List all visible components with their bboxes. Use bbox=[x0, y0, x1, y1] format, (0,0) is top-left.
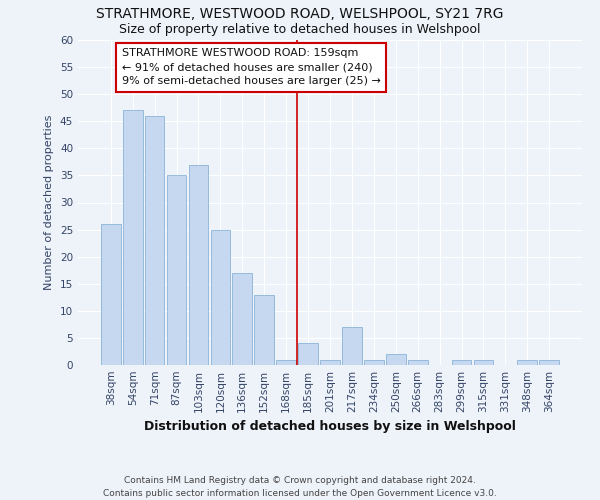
Bar bbox=[123, 110, 143, 365]
Text: Size of property relative to detached houses in Welshpool: Size of property relative to detached ho… bbox=[119, 22, 481, 36]
Bar bbox=[254, 294, 274, 365]
Bar bbox=[167, 176, 187, 365]
Bar bbox=[342, 327, 362, 365]
Bar bbox=[298, 344, 318, 365]
Bar bbox=[232, 273, 252, 365]
Bar bbox=[539, 360, 559, 365]
Text: STRATHMORE, WESTWOOD ROAD, WELSHPOOL, SY21 7RG: STRATHMORE, WESTWOOD ROAD, WELSHPOOL, SY… bbox=[96, 8, 504, 22]
Bar bbox=[276, 360, 296, 365]
Bar bbox=[211, 230, 230, 365]
Bar bbox=[408, 360, 428, 365]
Bar bbox=[320, 360, 340, 365]
Bar bbox=[101, 224, 121, 365]
Text: STRATHMORE WESTWOOD ROAD: 159sqm
← 91% of detached houses are smaller (240)
9% o: STRATHMORE WESTWOOD ROAD: 159sqm ← 91% o… bbox=[122, 48, 380, 86]
X-axis label: Distribution of detached houses by size in Welshpool: Distribution of detached houses by size … bbox=[144, 420, 516, 434]
Bar bbox=[364, 360, 384, 365]
Text: Contains HM Land Registry data © Crown copyright and database right 2024.
Contai: Contains HM Land Registry data © Crown c… bbox=[103, 476, 497, 498]
Bar bbox=[188, 164, 208, 365]
Bar bbox=[145, 116, 164, 365]
Bar bbox=[517, 360, 537, 365]
Bar bbox=[452, 360, 472, 365]
Bar bbox=[473, 360, 493, 365]
Y-axis label: Number of detached properties: Number of detached properties bbox=[44, 115, 55, 290]
Bar bbox=[386, 354, 406, 365]
